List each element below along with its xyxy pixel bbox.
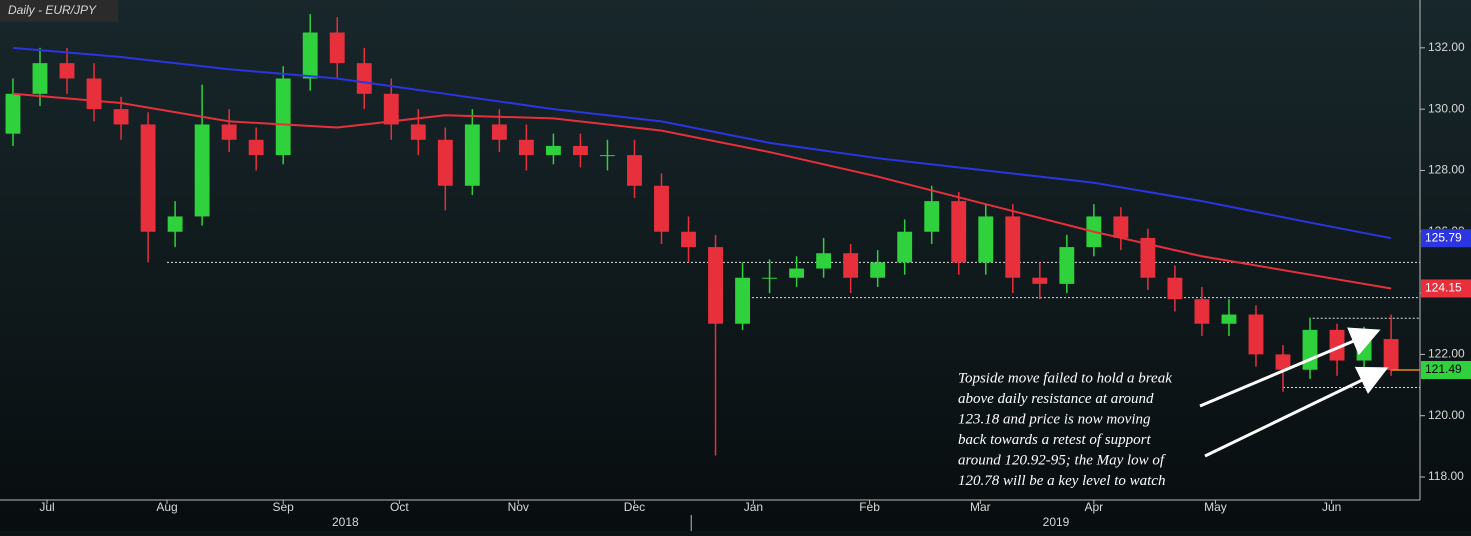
candle-body: [1329, 329, 1345, 361]
annotation-line: above daily resistance at around: [958, 391, 1154, 407]
candle-body: [248, 139, 264, 156]
candle-body: [275, 78, 291, 156]
candle-body: [600, 155, 615, 157]
annotation-line: Topside move failed to hold a break: [958, 370, 1172, 386]
candle-body: [140, 124, 156, 232]
x-tick-label: Nov: [508, 500, 529, 514]
x-tick-label: Jan: [744, 500, 763, 514]
candle-body: [816, 253, 832, 269]
candle-body: [329, 32, 345, 64]
moving-average: [12, 92, 1392, 290]
annotation: Topside move failed to hold a break above…: [958, 370, 1172, 489]
candle-body: [1194, 299, 1210, 324]
title-box: [0, 0, 118, 22]
annotation-line: 120.78 will be a key level to watch: [958, 473, 1165, 489]
candle-body: [843, 253, 859, 278]
candle-body: [1059, 247, 1075, 284]
candle-body: [1275, 354, 1291, 370]
x-tick-label: Sep: [273, 500, 295, 514]
x-tick-label: Aug: [156, 500, 177, 514]
candle-body: [572, 145, 588, 156]
y-tick-label: 122.00: [1428, 347, 1465, 361]
year-label: 2018: [332, 515, 359, 529]
candle-body: [464, 124, 480, 186]
x-tick-label: Jun: [1322, 500, 1341, 514]
x-tick-label: Dec: [624, 500, 645, 514]
y-tick-label: 128.00: [1428, 163, 1465, 177]
candle-body: [924, 201, 940, 232]
candle-body: [1248, 314, 1264, 355]
price-tag: [1421, 279, 1471, 298]
x-tick-label: May: [1204, 500, 1227, 514]
candle-body: [735, 277, 750, 324]
candle-body: [221, 124, 237, 140]
candle-body: [86, 78, 102, 110]
candle-body: [302, 32, 318, 79]
candle-body: [113, 109, 129, 125]
price-tag-label: 125.79: [1425, 230, 1462, 244]
candle-body: [789, 268, 805, 278]
arrow: [1204, 366, 1389, 458]
candle-body: [167, 216, 183, 232]
price-tag: [1421, 229, 1471, 248]
candle-body: [410, 124, 426, 140]
annotation-line: 123.18 and price is now moving: [958, 411, 1151, 427]
candle-body: [59, 63, 75, 79]
candle-body: [437, 139, 453, 186]
candle-body: [545, 145, 561, 156]
candle-body: [5, 93, 21, 134]
candle-body: [1302, 329, 1318, 370]
candle-body: [708, 247, 723, 324]
chart-title: Daily - EUR/JPY: [8, 3, 97, 17]
candle-body: [1032, 277, 1048, 284]
x-tick-label: Feb: [859, 500, 880, 514]
year-label: 2019: [1043, 515, 1070, 529]
candle-body: [1113, 216, 1129, 238]
candle-body: [870, 262, 886, 278]
y-tick-label: 120.00: [1428, 408, 1465, 422]
x-tick-label: Apr: [1085, 500, 1104, 514]
candle-body: [491, 124, 507, 140]
y-tick-label: 118.00: [1428, 469, 1464, 483]
candle-body: [194, 124, 210, 217]
candle-body: [1221, 314, 1237, 324]
candle-body: [1383, 339, 1399, 371]
arrow: [1199, 327, 1381, 408]
candle-body: [383, 93, 399, 125]
candle-body: [654, 185, 669, 232]
candle-body: [1005, 216, 1021, 278]
candle-body: [518, 139, 534, 156]
x-tick-label: Jul: [39, 500, 54, 514]
candle-body: [681, 231, 696, 248]
candle-body: [897, 231, 913, 263]
candle-body: [1356, 339, 1372, 361]
x-tick-label: Oct: [390, 500, 409, 514]
price-tag-label: 121.49: [1425, 362, 1462, 376]
y-tick-label: 130.00: [1428, 101, 1465, 115]
price-tag-label: 124.15: [1425, 281, 1462, 295]
y-tick-label: 132.00: [1428, 40, 1465, 54]
annotation-line: around 120.92-95; the May low of: [958, 452, 1166, 468]
candle-body: [978, 216, 994, 263]
annotation-line: back towards a retest of support: [958, 432, 1151, 448]
candle-body: [951, 201, 967, 263]
candle-body: [1140, 237, 1156, 278]
price-tag: [1421, 361, 1471, 380]
candle-body: [762, 277, 778, 279]
x-tick-label: Mar: [970, 500, 991, 514]
candle-body: [32, 63, 48, 94]
candle-body: [1167, 277, 1183, 300]
candle-body: [627, 155, 642, 186]
candle-body: [356, 63, 372, 94]
moving-average: [12, 46, 1392, 240]
